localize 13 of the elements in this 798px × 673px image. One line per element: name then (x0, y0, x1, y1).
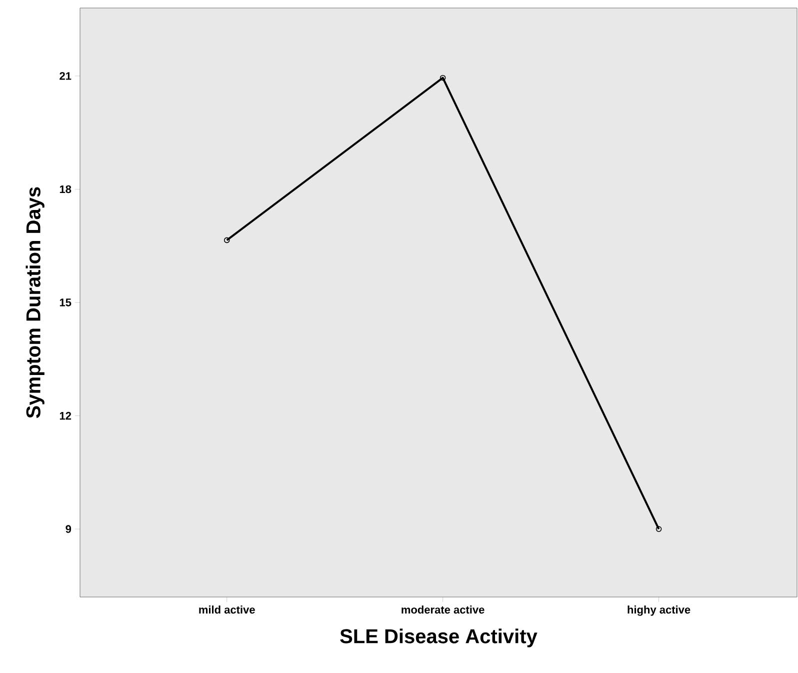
y-axis-title: Symptom Duration Days (26, 187, 44, 418)
x-tick-label: highy active (628, 606, 690, 616)
y-tick-label: 9 (66, 525, 72, 533)
point (224, 237, 230, 244)
point (440, 74, 446, 81)
y-tick-label: 12 (60, 412, 72, 420)
point (656, 526, 662, 532)
y-tick-label: 15 (60, 298, 72, 306)
x-tick-label: mild active (199, 606, 255, 614)
x-tick-label: moderate active (402, 606, 484, 614)
y-tick-label: 21 (60, 72, 72, 80)
x-axis-title: SLE Disease Activity (340, 628, 538, 648)
y-tick-label: 18 (60, 185, 72, 194)
